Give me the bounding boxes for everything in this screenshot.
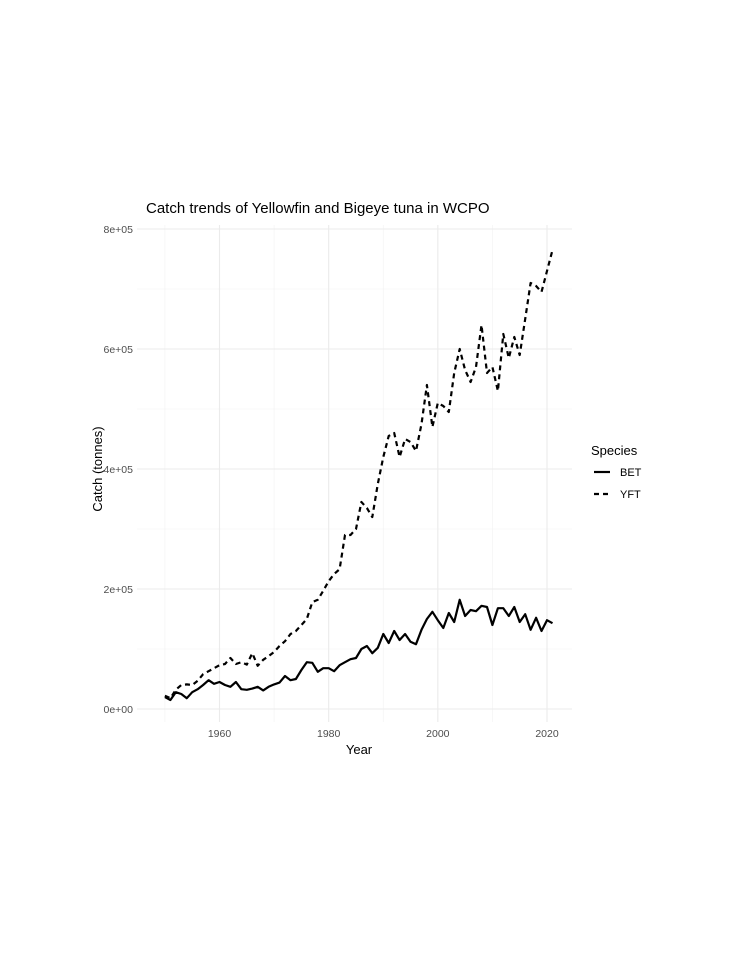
legend: Species BET YFT bbox=[591, 443, 642, 501]
x-tick-label: 2000 bbox=[426, 728, 450, 740]
series-line-bet bbox=[164, 598, 554, 702]
grid-lines bbox=[137, 225, 572, 722]
x-tick-label: 1980 bbox=[317, 728, 341, 740]
series-line-yft bbox=[164, 249, 554, 700]
y-tick-label: 6e+05 bbox=[104, 344, 134, 356]
x-axis-title: Year bbox=[346, 742, 373, 757]
y-tick-label: 0e+00 bbox=[104, 704, 134, 716]
legend-label-yft: YFT bbox=[620, 489, 641, 501]
y-tick-label: 2e+05 bbox=[104, 584, 134, 596]
axis-ticks: 1960 1980 2000 2020 0e+00 2e+05 4e+05 6e+05 8e+0… bbox=[104, 224, 559, 740]
chart-title: Catch trends of Yellowfin and Bigeye tun… bbox=[146, 200, 490, 217]
x-tick-label: 2020 bbox=[535, 728, 559, 740]
data-lines bbox=[164, 249, 554, 702]
legend-title: Species bbox=[591, 443, 638, 458]
y-tick-label: 4e+05 bbox=[104, 464, 134, 476]
y-axis-title: Catch (tonnes) bbox=[90, 426, 105, 511]
x-tick-label: 1960 bbox=[208, 728, 232, 740]
y-tick-label: 8e+05 bbox=[104, 224, 134, 236]
legend-label-bet: BET bbox=[620, 467, 642, 479]
